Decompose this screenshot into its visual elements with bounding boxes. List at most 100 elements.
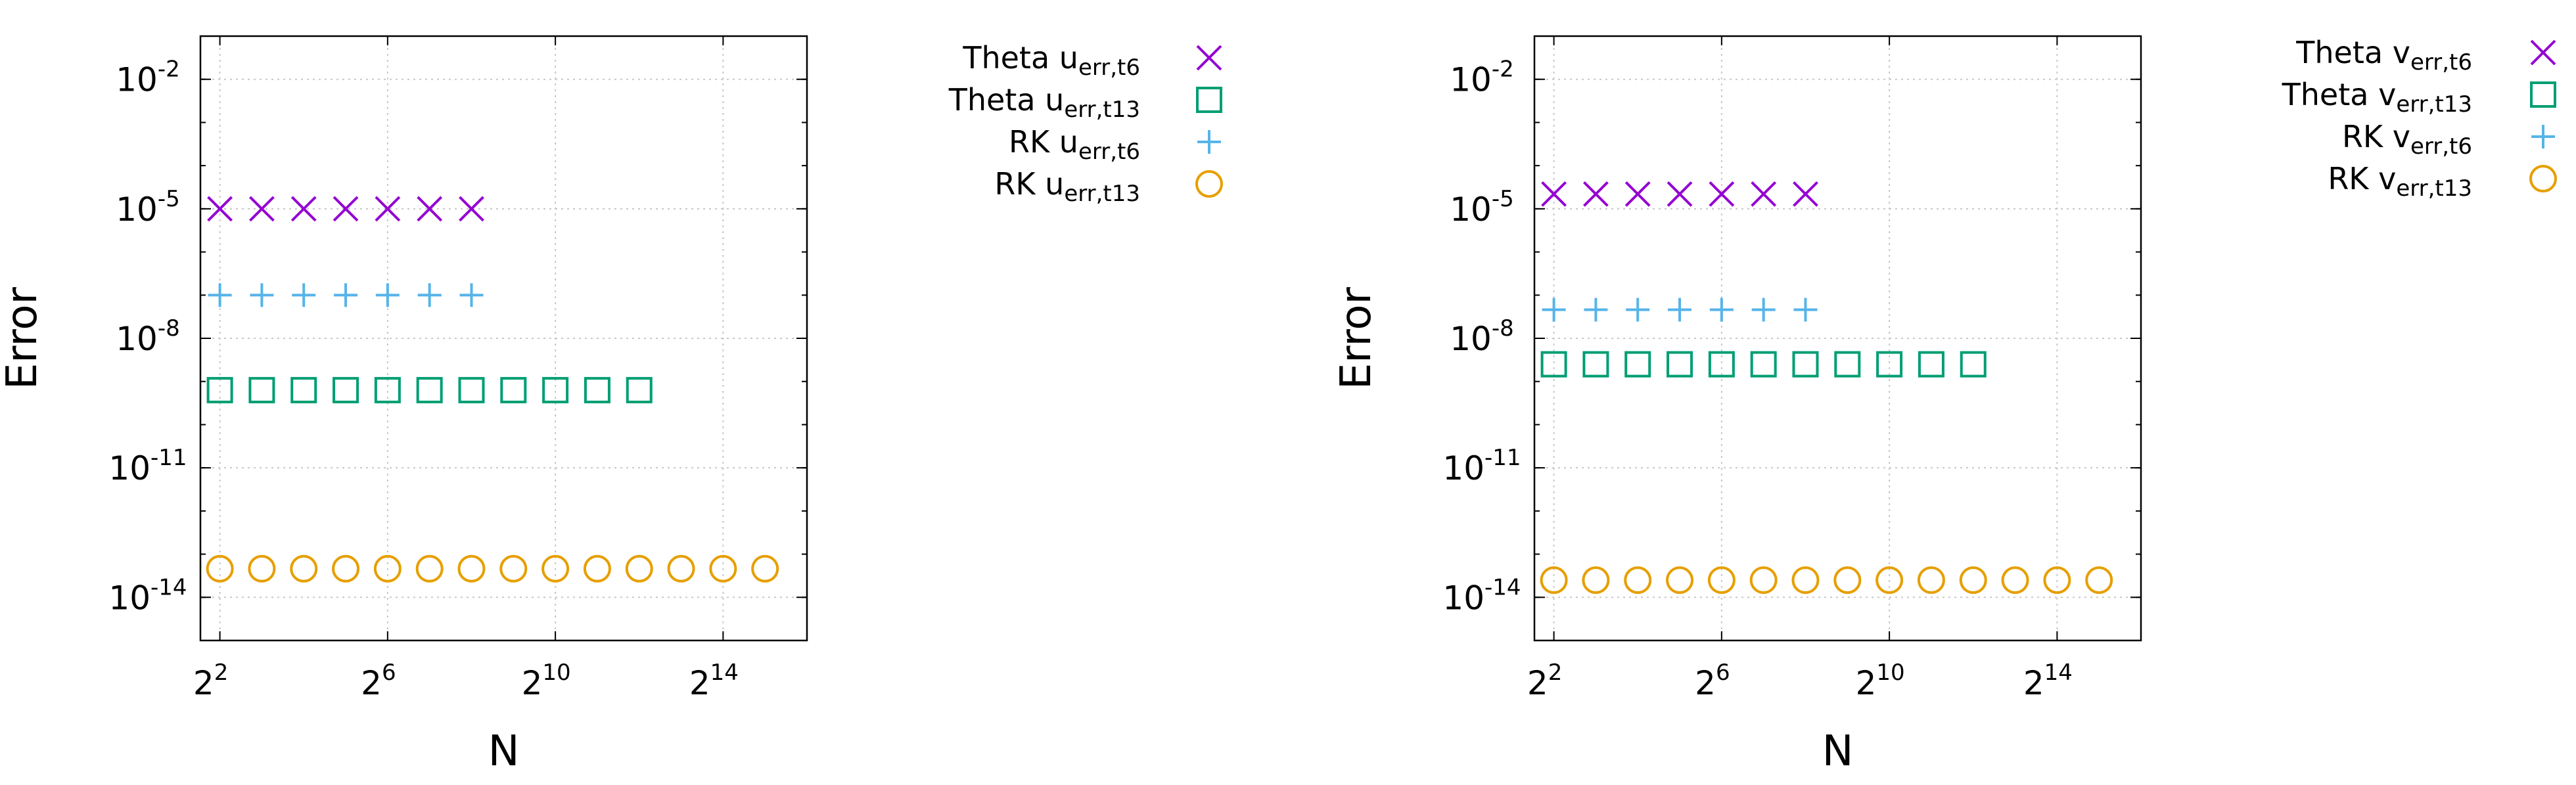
data-point xyxy=(626,376,653,403)
data-point xyxy=(290,376,317,403)
data-point xyxy=(583,554,611,583)
data-point xyxy=(1750,351,1777,378)
series xyxy=(1540,566,2113,594)
data-point xyxy=(1582,351,1609,378)
data-point xyxy=(206,376,233,403)
legend-entry-var: v xyxy=(2393,119,2410,154)
data-point xyxy=(1709,298,1734,322)
y-tick-label: 10-11 xyxy=(108,445,187,487)
legend-entry-subscript: err,t13 xyxy=(1064,97,1140,123)
series xyxy=(1542,298,1818,322)
data-point xyxy=(625,554,653,583)
data-point xyxy=(1792,351,1819,378)
legend-entry-main: Theta xyxy=(962,40,1059,76)
data-point xyxy=(542,376,569,403)
data-point xyxy=(375,283,400,307)
y-tick-label-exponent: -14 xyxy=(1484,574,1521,600)
data-point xyxy=(1540,566,1568,594)
y-tick-label-exponent: -5 xyxy=(1492,186,1514,212)
data-point xyxy=(459,283,484,307)
legend-entry-subscript: err,t13 xyxy=(2396,175,2472,202)
x-tick-label-exponent: 2 xyxy=(214,660,229,686)
y-tick-label-base: 10 xyxy=(108,579,150,617)
data-point xyxy=(375,196,401,222)
legend-entry-var: u xyxy=(1045,82,1064,118)
x-tick-label-exponent: 6 xyxy=(1716,660,1730,686)
legend-entry-main: RK xyxy=(2342,119,2393,154)
data-point xyxy=(457,554,486,583)
y-tick-label-exponent: -14 xyxy=(150,574,187,600)
x-tick-label-base: 2 xyxy=(361,664,382,702)
legend-entry-var: u xyxy=(1059,40,1078,76)
data-point xyxy=(1918,351,1944,378)
x-tick-label-base: 2 xyxy=(2023,664,2044,702)
x-tick-label: 210 xyxy=(522,660,571,702)
series xyxy=(208,283,484,307)
x-tick-label-base: 2 xyxy=(1856,664,1877,702)
data-point xyxy=(1624,566,1652,594)
x-tick-label-base: 2 xyxy=(689,664,710,702)
data-point xyxy=(1624,351,1651,378)
x-axis-label: N xyxy=(1822,727,1854,776)
legend-entry-label: RK uerr,t6 xyxy=(1009,124,1140,165)
data-point xyxy=(333,196,359,222)
y-tick-label-base: 10 xyxy=(1442,579,1484,617)
x-tick-label-base: 2 xyxy=(522,664,543,702)
data-point xyxy=(292,283,316,307)
data-point xyxy=(751,554,779,583)
data-point xyxy=(373,554,402,583)
x-tick-label-exponent: 14 xyxy=(710,660,739,686)
legend-entry-label: Theta verr,t13 xyxy=(2282,77,2472,118)
data-point xyxy=(332,554,360,583)
x-tick-label: 214 xyxy=(689,660,739,702)
x-tick-label: 22 xyxy=(1527,660,1562,702)
data-point xyxy=(207,196,233,222)
y-tick-label: 10-5 xyxy=(1450,186,1514,229)
data-point xyxy=(1876,351,1903,378)
y-tick-label-base: 10 xyxy=(1450,191,1492,229)
series xyxy=(1541,181,1818,207)
data-point xyxy=(1960,351,1987,378)
legend-entry-main: Theta xyxy=(2282,77,2378,112)
legend-entry-var: u xyxy=(1045,166,1064,202)
legend-marker xyxy=(2529,165,2557,192)
data-point xyxy=(1624,181,1651,207)
data-point xyxy=(374,376,401,403)
data-point xyxy=(1793,181,1818,207)
x-tick-label-exponent: 2 xyxy=(1548,660,1563,686)
y-tick-label: 10-5 xyxy=(116,186,180,229)
data-point xyxy=(709,554,737,583)
y-tick-label: 10-11 xyxy=(1442,445,1521,487)
data-point xyxy=(416,376,443,403)
y-tick-label: 10-8 xyxy=(116,315,180,358)
data-point xyxy=(415,554,444,583)
y-axis-label: Error xyxy=(0,286,47,390)
data-point xyxy=(2043,566,2071,594)
series xyxy=(1540,351,1987,378)
data-point xyxy=(1667,181,1693,207)
data-point xyxy=(667,554,695,583)
data-point xyxy=(1667,351,1693,378)
legend-entry-label: RK verr,t6 xyxy=(2342,119,2472,160)
legend-marker xyxy=(1196,87,1222,113)
data-point xyxy=(249,196,275,222)
legend-entry-main: Theta xyxy=(2295,35,2392,70)
grid xyxy=(1534,36,2141,640)
data-point xyxy=(1540,351,1567,378)
x-tick-label: 210 xyxy=(1856,660,1905,702)
y-tick-label-exponent: -2 xyxy=(158,56,180,83)
y-tick-label: 10-2 xyxy=(116,56,180,99)
x-tick-label-base: 2 xyxy=(193,664,214,702)
data-point xyxy=(417,196,443,222)
plot-frame xyxy=(199,35,808,642)
data-point xyxy=(1875,566,1904,594)
data-point xyxy=(1793,298,1818,322)
data-point xyxy=(290,554,318,583)
x-tick-label: 26 xyxy=(361,660,396,702)
data-point xyxy=(458,376,485,403)
series xyxy=(206,376,653,403)
x-tick-label-base: 2 xyxy=(1695,664,1716,702)
data-point xyxy=(1668,298,1692,322)
legend-entry-main: Theta xyxy=(948,82,1045,118)
